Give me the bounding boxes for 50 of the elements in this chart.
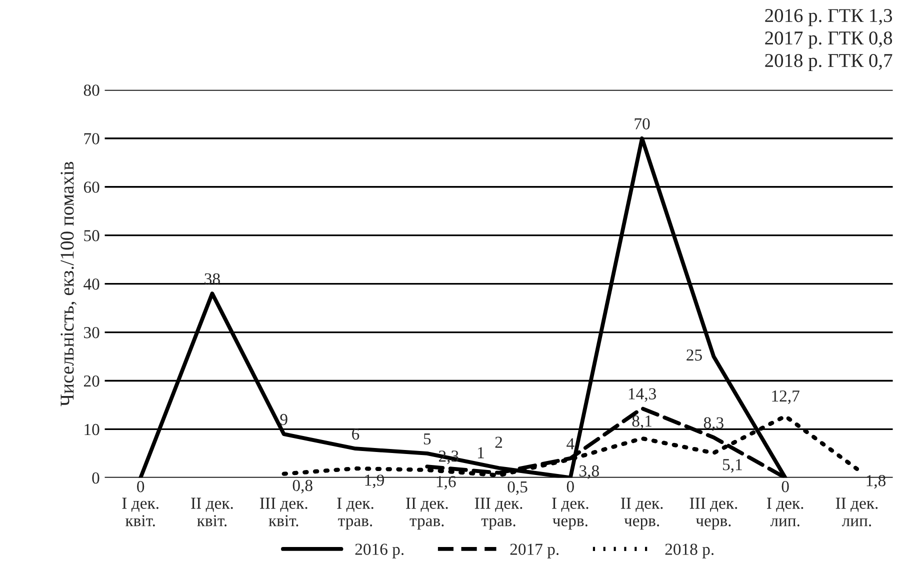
- y-tick-label: 80: [84, 84, 100, 96]
- data-label: 0: [137, 480, 144, 492]
- y-tick-label: 50: [84, 230, 100, 242]
- x-tick-label: II дек. черв.: [620, 498, 663, 530]
- data-label: 12,7: [772, 390, 800, 404]
- data-label: 3,8: [580, 465, 599, 479]
- data-label: 4: [566, 438, 574, 450]
- data-label: 0,5: [508, 481, 528, 495]
- data-label: 8,3: [704, 417, 724, 431]
- y-tick-label: 60: [84, 182, 100, 193]
- x-tick-label: III дек. трав.: [474, 498, 522, 530]
- data-label: 1: [478, 447, 484, 458]
- text: 2016 р. ГТК 1,3: [765, 8, 892, 26]
- x-tick-label: II дек. лип.: [836, 498, 878, 526]
- x-tick-label: I дек. квіт.: [122, 498, 158, 526]
- data-label: 6: [352, 428, 360, 440]
- text: 2018 р. ГТК 0,7: [765, 54, 892, 72]
- text: 2017 р. ГТК 0,8: [765, 31, 892, 49]
- data-label: 5: [424, 433, 431, 445]
- x-tick-label: II дек. квіт.: [191, 498, 233, 526]
- data-label: 5,1: [722, 459, 742, 473]
- x-tick-label: III дек. черв.: [690, 498, 738, 530]
- y-tick-label: 0: [92, 472, 100, 484]
- y-tick-label: 10: [84, 424, 100, 436]
- data-label: 1,6: [436, 476, 456, 490]
- data-label: 25: [686, 349, 702, 361]
- x-tick-label: II дек. трав.: [406, 498, 448, 530]
- legend-label: 2016 р.: [355, 544, 404, 558]
- x-tick-label: I дек. лип.: [766, 498, 804, 526]
- data-label: 0: [566, 480, 574, 492]
- y-tick-label: 30: [84, 326, 100, 338]
- data-label: 0,8: [292, 480, 312, 494]
- data-label: 1,8: [866, 475, 886, 489]
- y-axis-title: Чисельність, екз./100 помахів: [60, 162, 77, 406]
- data-label: 2: [495, 436, 502, 448]
- data-label: 9: [280, 414, 288, 426]
- y-tick-label: 70: [84, 133, 100, 144]
- data-label: 14,3: [628, 388, 656, 402]
- y-tick-label: 20: [84, 375, 100, 387]
- y-tick-label: 40: [84, 278, 100, 290]
- x-tick-label: III дек. квіт.: [260, 498, 308, 526]
- legend-label: 2017 р.: [510, 544, 559, 558]
- x-tick-label: I дек. черв.: [552, 498, 588, 530]
- data-label: 0: [782, 480, 789, 492]
- data-label: 1,9: [365, 474, 384, 488]
- data-label: 8,1: [632, 415, 652, 430]
- legend-label: 2018 р.: [665, 544, 714, 558]
- x-tick-label: I дек. трав.: [337, 498, 374, 530]
- data-label: 70: [634, 118, 650, 130]
- data-label: 38: [204, 273, 220, 285]
